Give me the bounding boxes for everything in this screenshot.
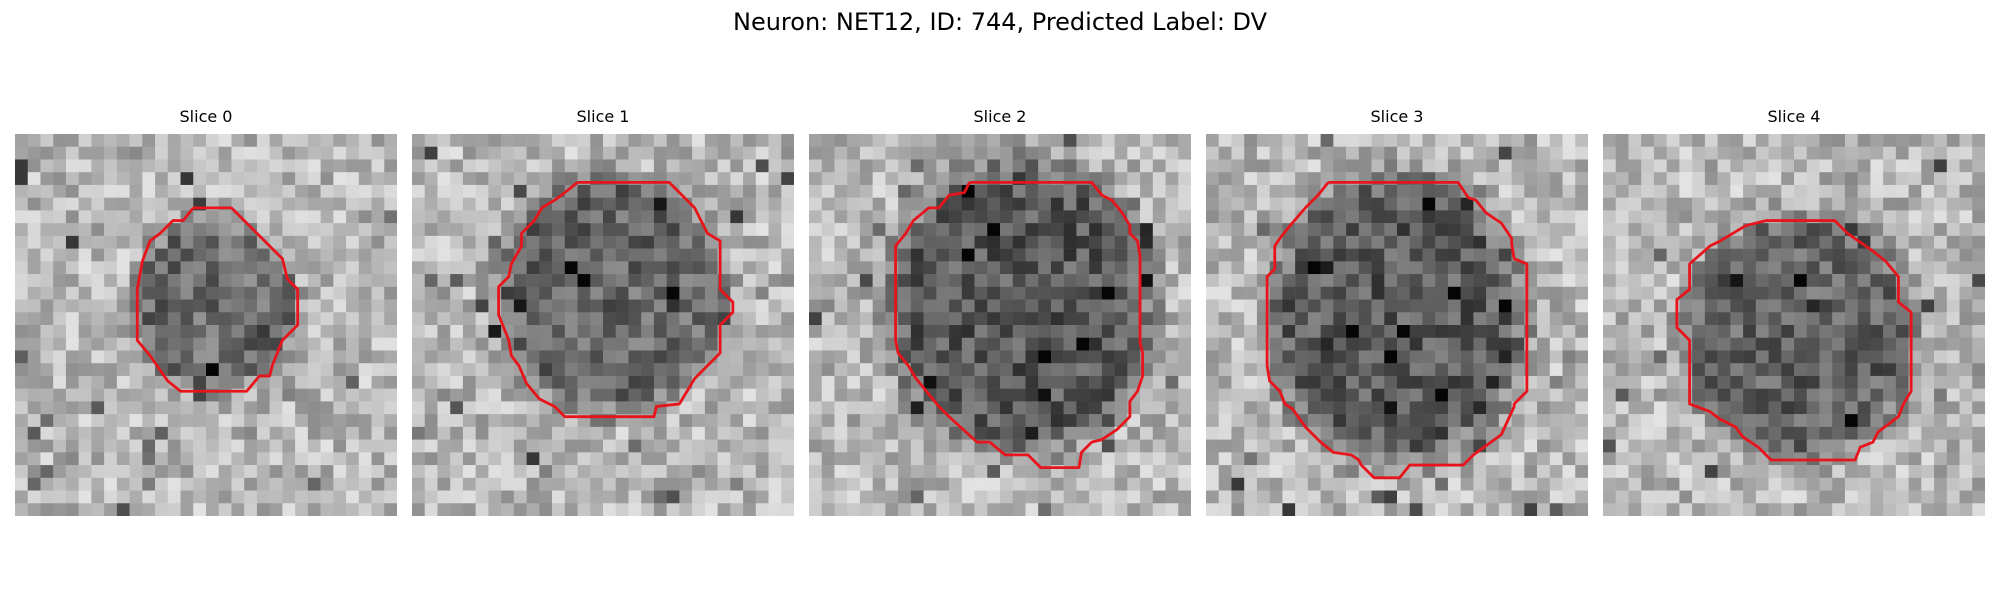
slice-image-0 [15, 134, 397, 516]
slice-panel-2: Slice 2 [809, 106, 1191, 518]
figure-title: Neuron: NET12, ID: 744, Predicted Label:… [732, 8, 1268, 36]
cell-contour-4 [1675, 219, 1913, 462]
slice-panel-4: Slice 4 [1603, 106, 1985, 518]
pixel-grid-0 [15, 134, 397, 516]
slice-panel-0: Slice 0 [15, 106, 397, 518]
slice-title-2: Slice 2 [973, 107, 1027, 126]
slice-title-0: Slice 0 [179, 107, 233, 126]
slice-title-1: Slice 1 [576, 107, 630, 126]
cell-contour-3 [1265, 180, 1529, 480]
slice-image-2 [809, 134, 1191, 516]
slice-image-1 [412, 134, 794, 516]
slice-title-3: Slice 3 [1370, 107, 1424, 126]
cell-contour-1 [497, 180, 735, 419]
slice-title-4: Slice 4 [1767, 107, 1821, 126]
slice-image-4 [1603, 134, 1985, 516]
slice-panel-1: Slice 1 [412, 106, 794, 518]
slice-image-3 [1206, 134, 1588, 516]
cell-contour-2 [894, 180, 1145, 470]
slice-panel-3: Slice 3 [1206, 106, 1588, 518]
pixel-grid-4 [1603, 134, 1985, 516]
cell-contour-0 [135, 206, 300, 393]
pixel-grid-3 [1206, 134, 1588, 516]
pixel-grid-2 [809, 134, 1191, 516]
pixel-grid-1 [412, 134, 794, 516]
